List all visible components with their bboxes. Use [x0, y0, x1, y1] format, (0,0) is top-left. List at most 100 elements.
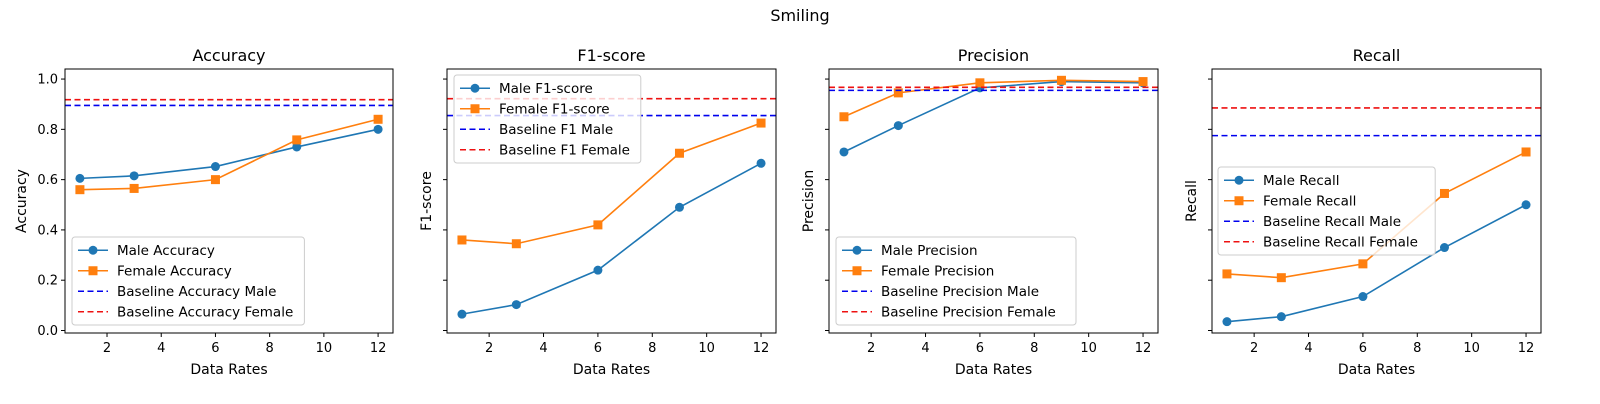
legend-entry-baseline-accuracy-male-label: Baseline Accuracy Male	[117, 284, 276, 300]
series-female-recall-point	[1276, 273, 1286, 283]
legend-entry-female-accuracy-label: Female Accuracy	[117, 264, 232, 280]
legend-entry-female-accuracy-marker	[88, 266, 98, 276]
legend-entry-female-f1-score-label: Female F1-score	[499, 102, 610, 118]
y-tick-label: 0.8	[37, 123, 58, 138]
legend-entry-female-recall-marker	[1234, 196, 1244, 206]
series-female-accuracy-point	[373, 114, 383, 124]
x-tick-label: 4	[921, 341, 929, 356]
axes-frame	[1211, 68, 1542, 334]
x-tick-label: 12	[1135, 341, 1152, 356]
y-tick-label: 0.0	[37, 324, 58, 339]
legend-entry-male-f1-score-label: Male F1-score	[499, 81, 593, 97]
legend-box	[835, 236, 1077, 326]
panel-precision: Precision 2 4 6 8 10 12 Data Rates Precision Male…	[801, 46, 1159, 378]
series-male-precision-point	[893, 121, 903, 131]
series-male-accuracy-line	[79, 128, 379, 180]
axes-frame	[446, 68, 777, 334]
figure-title: Smiling	[770, 6, 829, 25]
legend-entry-male-f1-score-marker	[470, 83, 480, 93]
x-tick-label: 10	[1080, 341, 1097, 356]
series-male-recall-point	[1439, 243, 1449, 253]
series-male-accuracy-point	[75, 173, 85, 183]
y-tick-label: 0.6	[37, 173, 58, 188]
series-male-recall-point	[1222, 317, 1232, 327]
legend-entry-female-precision-marker	[852, 266, 862, 276]
panel-accuracy: Accuracy 2 4 6 8 10 12 0.0 0.2 0.4 0.6 0.8 1.0 Data R…	[14, 46, 394, 378]
series-male-precision-point	[839, 147, 849, 157]
x-tick-label: 2	[103, 341, 111, 356]
y-tick-label: 0.4	[37, 223, 58, 238]
legend-box	[453, 74, 642, 164]
series-male-f1-score-point	[511, 300, 521, 310]
panel-title: Accuracy	[192, 46, 265, 65]
x-tick-label: 6	[976, 341, 984, 356]
series-female-precision-point	[839, 112, 849, 122]
panel-title: Recall	[1353, 46, 1401, 65]
legend-entry-female-precision-label: Female Precision	[881, 264, 994, 280]
series-female-recall-point	[1222, 269, 1232, 279]
axes-frame	[828, 68, 1159, 334]
series-female-recall-point	[1358, 259, 1368, 269]
y-tick-label: 1.0	[37, 73, 58, 88]
series-female-accuracy-point	[75, 185, 85, 195]
x-tick-label: 2	[867, 341, 875, 356]
series-female-recall-point	[1521, 147, 1531, 157]
x-tick-label: 4	[1304, 341, 1312, 356]
x-tick-label: 10	[1463, 341, 1480, 356]
y-axis-label: Accuracy	[14, 169, 30, 233]
legend-entry-baseline-recall-male-label: Baseline Recall Male	[1263, 214, 1401, 230]
x-tick-label: 4	[157, 341, 165, 356]
x-tick-label: 12	[370, 341, 387, 356]
legend-entry-male-recall-label: Male Recall	[1263, 173, 1340, 189]
series-female-accuracy-point	[292, 135, 302, 145]
legend-entry-male-precision-marker	[852, 245, 862, 255]
series-female-f1-score-point	[511, 239, 521, 249]
axes-frame	[64, 68, 394, 334]
legend: Male Recall Female Recall Baseline Recall …	[1217, 166, 1436, 256]
legend-entry-baseline-precision-male-label: Baseline Precision Male	[881, 284, 1039, 300]
panel-title: Precision	[958, 46, 1029, 65]
x-axis-label: Data Rates	[955, 362, 1032, 378]
y-axis-label: Precision	[801, 170, 817, 232]
y-axis-label: F1-score	[419, 171, 435, 231]
legend-entry-male-accuracy-label: Male Accuracy	[117, 243, 215, 259]
x-tick-label: 8	[266, 341, 274, 356]
x-axis-label: Data Rates	[573, 362, 650, 378]
x-axis-label: Data Rates	[190, 362, 267, 378]
series-male-accuracy-point	[292, 142, 302, 152]
x-axis-label: Data Rates	[1338, 362, 1415, 378]
series-male-f1-score-point	[756, 158, 766, 168]
series-female-f1-score-point	[756, 118, 766, 128]
legend-entry-male-precision-label: Male Precision	[881, 243, 978, 259]
legend-entry-female-recall-label: Female Recall	[1263, 194, 1356, 210]
series-male-f1-score-point	[593, 265, 603, 275]
legend-box	[1217, 166, 1436, 256]
series-male-recall-point	[1276, 312, 1286, 322]
series-male-f1-score-line	[461, 162, 762, 315]
series-female-f1-score-point	[593, 220, 603, 230]
x-tick-label: 12	[1518, 341, 1535, 356]
series-male-precision-line	[843, 80, 1144, 153]
series-female-precision-line	[843, 79, 1144, 118]
series-female-precision-point	[893, 88, 903, 98]
x-tick-label: 10	[698, 341, 715, 356]
legend-entry-female-f1-score-marker	[470, 104, 480, 114]
series-male-recall-point	[1521, 200, 1531, 210]
x-tick-label: 12	[753, 341, 770, 356]
series-male-f1-score-point	[674, 202, 684, 212]
x-tick-label: 8	[648, 341, 656, 356]
series-female-precision-point	[975, 78, 985, 88]
series-female-precision-point	[1138, 77, 1148, 87]
plot-area	[829, 75, 1158, 157]
series-female-precision-point	[1056, 75, 1066, 85]
x-tick-label: 4	[539, 341, 547, 356]
x-tick-label: 6	[211, 341, 219, 356]
legend-box	[71, 236, 305, 326]
series-female-accuracy-point	[210, 175, 220, 185]
legend: Male Precision Female Precision Baseline P…	[835, 236, 1077, 326]
series-male-accuracy-point	[129, 171, 139, 181]
series-female-recall-point	[1439, 188, 1449, 198]
series-male-f1-score-point	[457, 309, 467, 319]
plot-area	[1212, 107, 1541, 327]
legend-entry-baseline-f1-female-label: Baseline F1 Female	[499, 143, 630, 159]
